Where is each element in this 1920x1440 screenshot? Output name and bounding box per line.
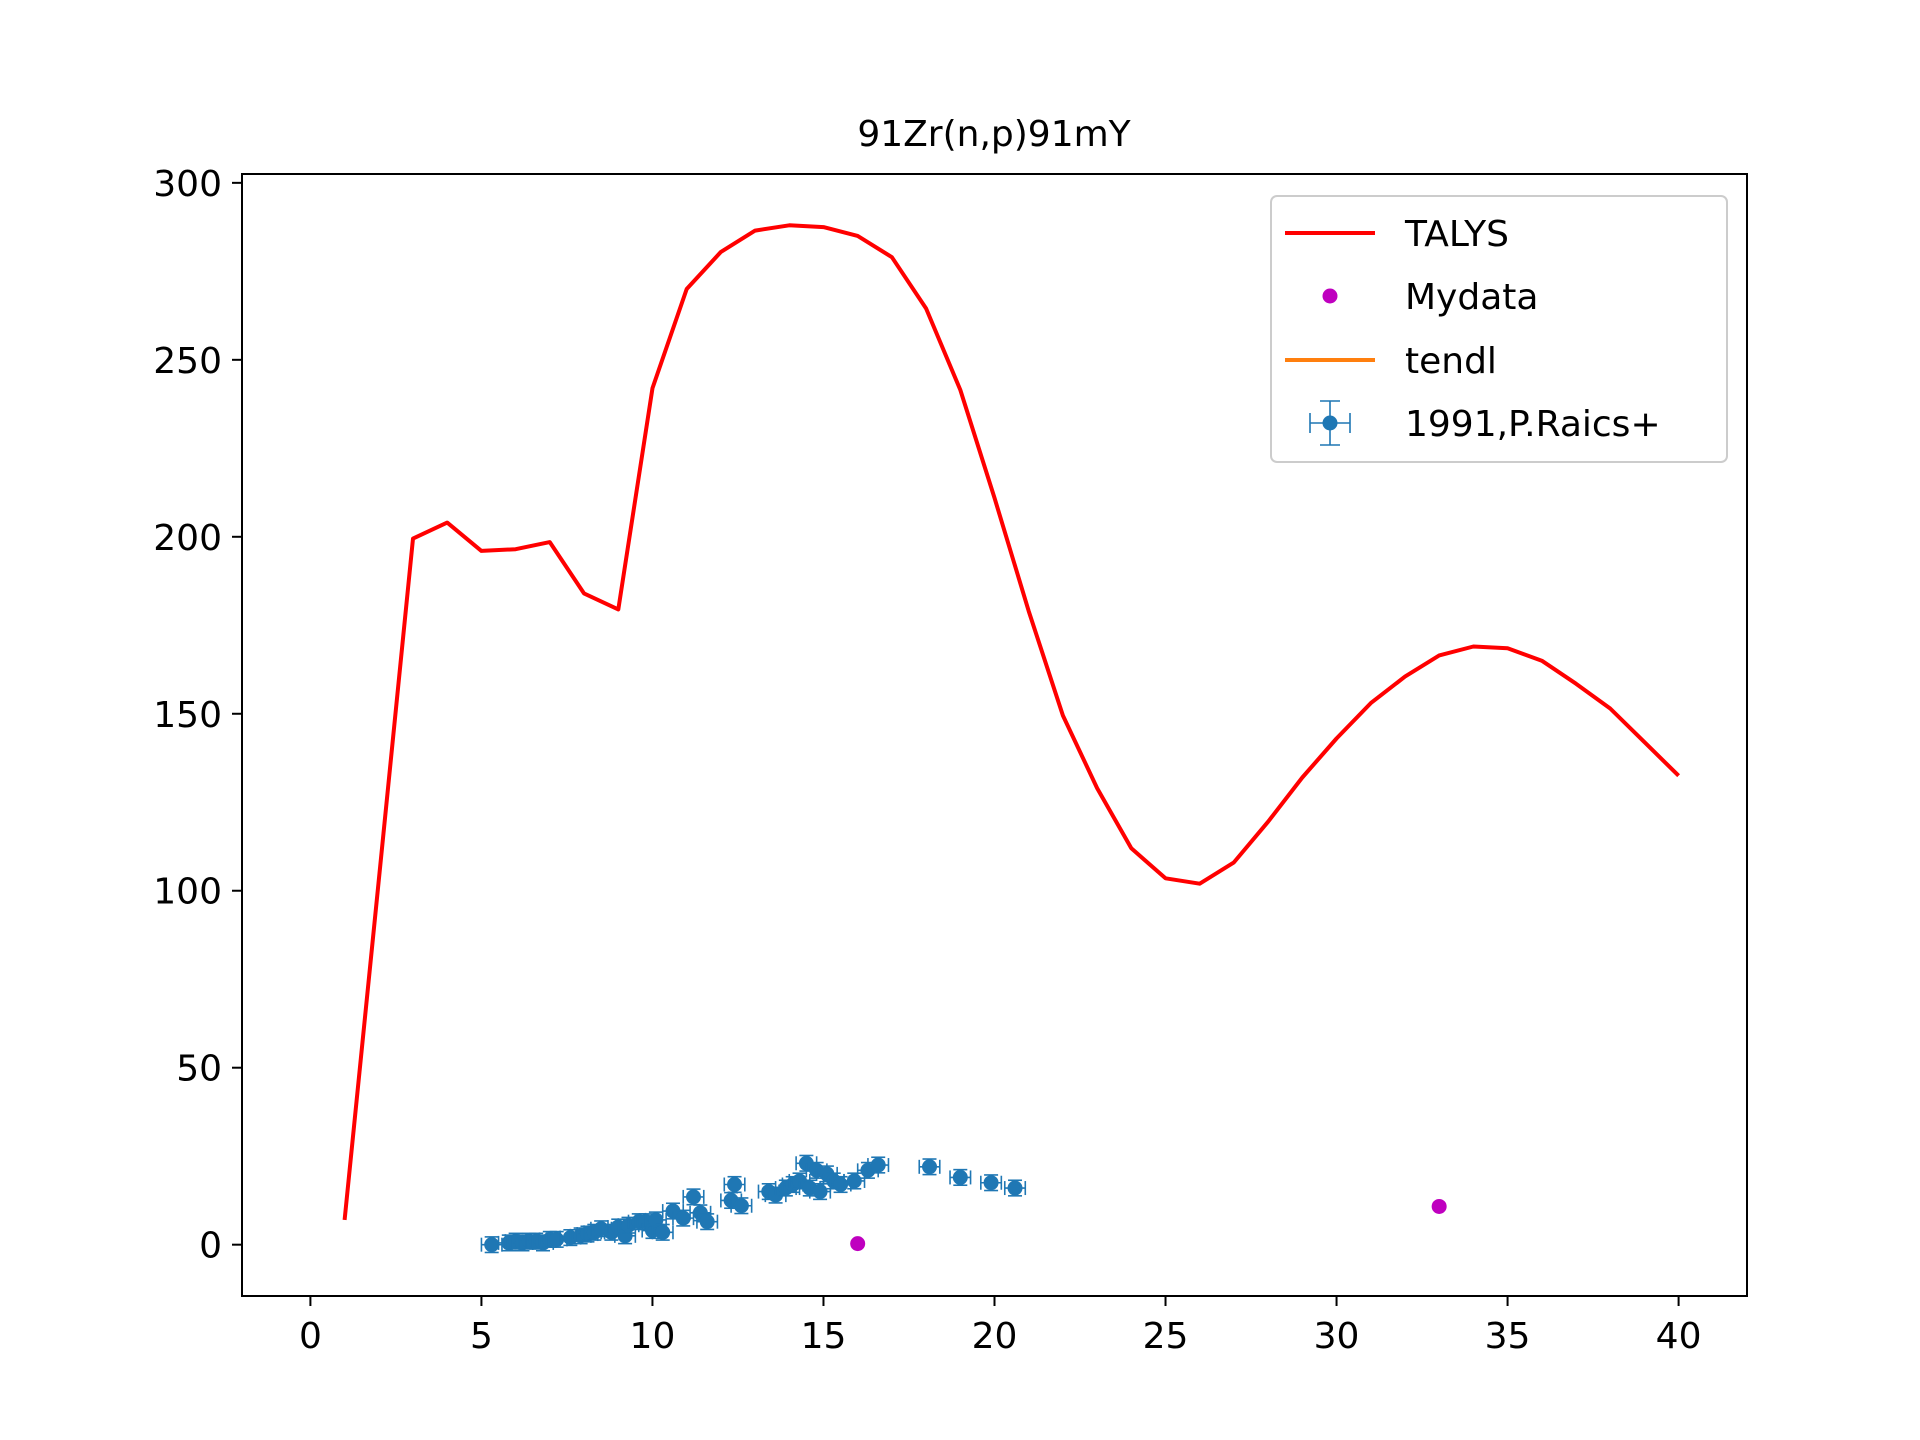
exfor-point <box>651 1223 674 1241</box>
x-tick-label: 25 <box>1143 1316 1189 1357</box>
exfor-marker <box>699 1214 715 1230</box>
exfor-marker <box>812 1184 828 1200</box>
y-tick-label: 200 <box>153 518 222 559</box>
exfor-marker <box>655 1224 671 1240</box>
exfor-point <box>918 1158 941 1176</box>
y-tick-label: 0 <box>199 1226 222 1267</box>
chart-title: 91Zr(n,p)91mY <box>857 114 1131 155</box>
exfor-marker <box>1007 1180 1023 1196</box>
exfor-marker <box>952 1169 968 1185</box>
legend-handle-mydata <box>1322 288 1338 304</box>
exfor-point <box>682 1188 705 1206</box>
mydata-series <box>850 1198 1447 1252</box>
mydata-point <box>850 1236 866 1252</box>
x-axis: 0 5 10 15 20 25 30 35 40 <box>299 1296 1702 1357</box>
legend-exfor-marker <box>1322 415 1338 431</box>
exfor-marker <box>922 1159 938 1175</box>
y-tick-label: 100 <box>153 872 222 913</box>
legend-handle-exfor <box>1309 400 1351 446</box>
y-tick-label: 300 <box>153 164 222 205</box>
exfor-series <box>480 1154 1027 1254</box>
exfor-point <box>723 1175 746 1194</box>
exfor-point <box>867 1156 890 1174</box>
legend-label-exfor: 1991,P.Raics+ <box>1405 404 1661 445</box>
exfor-marker <box>686 1189 701 1205</box>
x-tick-label: 15 <box>801 1316 847 1357</box>
x-tick-label: 35 <box>1485 1316 1531 1357</box>
exfor-marker <box>549 1231 565 1247</box>
exfor-marker <box>870 1157 886 1173</box>
legend-frame <box>1270 195 1728 463</box>
exfor-marker <box>727 1177 743 1193</box>
y-tick-label: 150 <box>153 695 222 736</box>
y-axis: 0 50 100 150 200 250 300 <box>153 164 242 1267</box>
legend: TALYS Mydata tendl 1991,P.Raics+ <box>1270 195 1728 463</box>
x-tick-label: 5 <box>470 1316 493 1357</box>
exfor-marker <box>484 1237 500 1253</box>
exfor-point <box>949 1168 972 1187</box>
talys-series <box>342 223 1681 1221</box>
legend-handles <box>1285 231 1375 446</box>
exfor-marker <box>733 1198 749 1214</box>
y-tick-label: 250 <box>153 341 222 382</box>
plot-area <box>342 223 1681 1254</box>
exfor-marker <box>648 1212 664 1228</box>
talys-line <box>342 223 1681 1221</box>
x-tick-label: 30 <box>1314 1316 1360 1357</box>
x-tick-label: 0 <box>299 1316 322 1357</box>
exfor-marker <box>675 1210 691 1226</box>
mydata-point <box>1431 1198 1447 1214</box>
exfor-marker <box>833 1177 849 1193</box>
exfor-point <box>644 1211 667 1229</box>
legend-label-mydata: Mydata <box>1405 277 1538 318</box>
exfor-marker <box>983 1175 999 1191</box>
exfor-point <box>730 1197 753 1215</box>
exfor-point <box>696 1213 719 1231</box>
exfor-point <box>1003 1179 1027 1197</box>
legend-label-tendl: tendl <box>1405 341 1497 382</box>
x-tick-label: 20 <box>972 1316 1018 1357</box>
exfor-point <box>980 1174 1003 1192</box>
x-tick-label: 40 <box>1656 1316 1702 1357</box>
y-tick-label: 50 <box>176 1049 222 1090</box>
legend-label-talys: TALYS <box>1404 214 1509 255</box>
exfor-marker <box>846 1173 862 1189</box>
x-tick-label: 10 <box>630 1316 676 1357</box>
